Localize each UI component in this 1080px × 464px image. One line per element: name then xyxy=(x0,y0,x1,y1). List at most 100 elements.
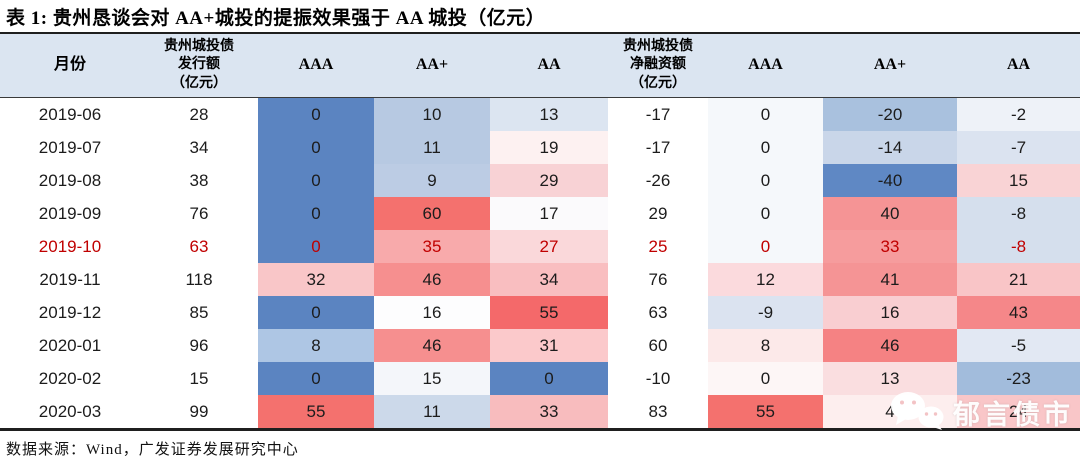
table-cell: 35 xyxy=(374,230,490,263)
table-cell: 0 xyxy=(708,230,823,263)
table-cell: 34 xyxy=(490,263,608,296)
month-cell: 2020-01 xyxy=(38,335,102,355)
month-cell: 2020-02 xyxy=(38,368,102,388)
column-header-aa-issue: AA xyxy=(537,56,561,74)
table-cell: 17 xyxy=(490,197,608,230)
month-cell: 2019-08 xyxy=(38,170,102,190)
table-cell: 0 xyxy=(490,362,608,395)
table-cell: 19 xyxy=(490,131,608,164)
table-cell: -9 xyxy=(708,296,823,329)
table-cell: 63 xyxy=(140,230,258,263)
table-cell: 60 xyxy=(374,197,490,230)
column-header-month: 月份 xyxy=(53,56,86,74)
table-cell: -17 xyxy=(608,98,708,131)
table-cell: 43 xyxy=(957,296,1080,329)
table-cell: -2 xyxy=(957,98,1080,131)
table-header-row: 月份 贵州城投债 发行额 （亿元） AAA AA+ AA 贵州城投债 净融资额 … xyxy=(0,34,1080,98)
table-cell: 0 xyxy=(708,164,823,197)
month-cell: 2019-12 xyxy=(38,302,102,322)
table-row: 2019-10 63 0 35 27 25 0 33 -8 xyxy=(0,230,1080,263)
table-cell: -23 xyxy=(957,362,1080,395)
table-title: 表 1: 贵州恳谈会对 AA+城投的提振效果强于 AA 城投（亿元） xyxy=(6,8,546,29)
table-cell: 11 xyxy=(374,131,490,164)
table-cell: 60 xyxy=(608,329,708,362)
table-cell: 8 xyxy=(708,329,823,362)
table-row: 2020-02 15 0 15 0 -10 0 13 -23 xyxy=(0,362,1080,395)
table-cell: -17 xyxy=(608,131,708,164)
table-cell: -14 xyxy=(823,131,957,164)
column-header-aaa-net: AAA xyxy=(748,56,783,74)
table-cell: 0 xyxy=(258,131,374,164)
column-header-aaplus-issue: AA+ xyxy=(415,56,449,74)
table-cell: 0 xyxy=(708,362,823,395)
table-cell: 46 xyxy=(374,329,490,362)
table-cell: 12 xyxy=(708,263,823,296)
month-cell: 2019-06 xyxy=(38,104,102,124)
table-cell: 29 xyxy=(608,197,708,230)
table-cell: 55 xyxy=(258,395,374,428)
table-cell: 38 xyxy=(140,164,258,197)
table-row: 2019-09 76 0 60 17 29 0 40 -8 xyxy=(0,197,1080,230)
table-cell: -7 xyxy=(957,131,1080,164)
table-cell: 46 xyxy=(374,263,490,296)
table-cell: 24 xyxy=(957,395,1080,428)
table-row: 2019-07 34 0 11 19 -17 0 -14 -7 xyxy=(0,131,1080,164)
table-cell: 34 xyxy=(140,131,258,164)
table-cell: 0 xyxy=(708,98,823,131)
table-cell: 0 xyxy=(258,230,374,263)
month-cell: 2020-03 xyxy=(38,401,102,421)
table-cell: 55 xyxy=(490,296,608,329)
table-cell: 41 xyxy=(823,263,957,296)
table-cell: 46 xyxy=(823,329,957,362)
table-cell: 0 xyxy=(258,197,374,230)
table-cell: 0 xyxy=(258,296,374,329)
table-cell: 76 xyxy=(608,263,708,296)
table-cell: 83 xyxy=(608,395,708,428)
table-cell: 40 xyxy=(823,197,957,230)
column-header-issuance: 贵州城投债 发行额 （亿元） xyxy=(164,39,234,91)
table-row: 2019-12 85 0 16 55 63 -9 16 43 xyxy=(0,296,1080,329)
data-source-note: 数据来源：Wind，广发证券发展研究中心 xyxy=(6,442,299,458)
data-table: 月份 贵州城投债 发行额 （亿元） AAA AA+ AA 贵州城投债 净融资额 … xyxy=(0,32,1080,431)
table-body: 2019-06 28 0 10 13 -17 0 -20 -2 2019-07 34 0 11 19 -17… xyxy=(0,98,1080,428)
table-cell: -8 xyxy=(957,197,1080,230)
table-cell: 0 xyxy=(258,362,374,395)
column-header-aaa-issue: AAA xyxy=(298,56,334,74)
month-cell: 2019-09 xyxy=(38,203,102,223)
table-row: 2019-08 38 0 9 29 -26 0 -40 15 xyxy=(0,164,1080,197)
table-cell: 4 xyxy=(823,395,957,428)
table-cell: 28 xyxy=(140,98,258,131)
table-cell: 9 xyxy=(374,164,490,197)
table-cell: -5 xyxy=(957,329,1080,362)
table-cell: 31 xyxy=(490,329,608,362)
table-cell: 11 xyxy=(374,395,490,428)
table-cell: -26 xyxy=(608,164,708,197)
month-cell: 2019-11 xyxy=(39,269,101,289)
table-cell: 33 xyxy=(823,230,957,263)
table-cell: 32 xyxy=(258,263,374,296)
table-cell: 15 xyxy=(140,362,258,395)
column-header-aaplus-net: AA+ xyxy=(873,56,907,74)
table-cell: 13 xyxy=(823,362,957,395)
table-cell: -10 xyxy=(608,362,708,395)
table-cell: 10 xyxy=(374,98,490,131)
table-cell: 0 xyxy=(258,98,374,131)
table-cell: 16 xyxy=(823,296,957,329)
table-cell: 99 xyxy=(140,395,258,428)
table-cell: 13 xyxy=(490,98,608,131)
table-cell: 85 xyxy=(140,296,258,329)
table-cell: 0 xyxy=(258,164,374,197)
table-row: 2019-06 28 0 10 13 -17 0 -20 -2 xyxy=(0,98,1080,131)
table-cell: 63 xyxy=(608,296,708,329)
table-cell: -20 xyxy=(823,98,957,131)
table-cell: 15 xyxy=(957,164,1080,197)
table-cell: 33 xyxy=(490,395,608,428)
table-cell: 118 xyxy=(140,263,258,296)
table-row: 2019-11 118 32 46 34 76 12 41 21 xyxy=(0,263,1080,296)
month-cell: 2019-10 xyxy=(38,236,102,256)
table-row: 2020-03 99 55 11 33 83 55 4 24 xyxy=(0,395,1080,428)
table-cell: 76 xyxy=(140,197,258,230)
column-header-aa-net: AA xyxy=(1006,56,1031,74)
table-row: 2020-01 96 8 46 31 60 8 46 -5 xyxy=(0,329,1080,362)
